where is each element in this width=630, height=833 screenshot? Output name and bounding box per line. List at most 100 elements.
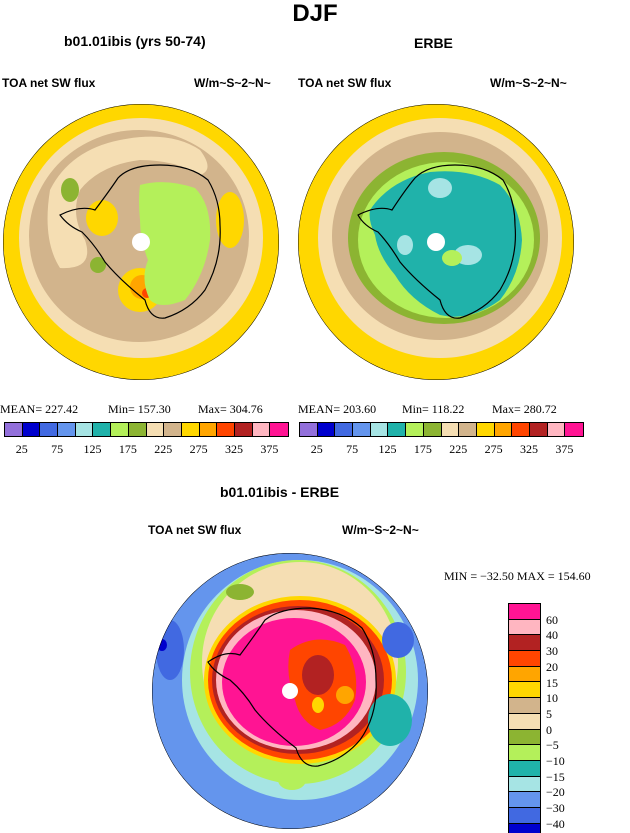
left-coastline — [59, 164, 221, 319]
left-colorbar-swatch — [58, 423, 76, 436]
left-pole-mask — [132, 233, 150, 251]
right-colorbar-swatch — [300, 423, 318, 436]
diff-colorbar-level-label: −40 — [546, 816, 565, 831]
diff-colorbar-level-label: 10 — [546, 691, 558, 706]
left-colorbar-swatch — [164, 423, 182, 436]
right-colorbar-swatch — [459, 423, 477, 436]
left-max-label: Max= 304.76 — [198, 402, 263, 416]
right-colorbar-swatch — [423, 423, 442, 436]
right-colorbar-tick-label: 75 — [346, 442, 359, 456]
left-colorbar-tick-label: 125 — [83, 442, 102, 456]
right-colorbar-swatch — [353, 423, 371, 436]
diff-variable-label: TOA net SW flux — [148, 523, 242, 537]
diff-colorbar-swatch — [509, 792, 540, 808]
right-colorbar-swatch — [565, 423, 583, 436]
right-colorbar-swatch — [406, 423, 424, 436]
right-variable-label: TOA net SW flux — [298, 76, 392, 90]
left-min-label: Min= 157.30 — [108, 402, 171, 416]
left-colorbar-tick-label: 275 — [189, 442, 208, 456]
left-colorbar-swatch — [252, 423, 271, 436]
left-colorbar — [4, 422, 289, 437]
diff-colorbar-level-label: −10 — [546, 754, 565, 768]
left-colorbar-tick-label: 25 — [15, 442, 28, 456]
diff-colorbar-level-label: 0 — [546, 722, 552, 737]
right-colorbar-swatch — [547, 423, 566, 436]
right-units-label: W/m~S~2~N~ — [490, 76, 567, 90]
right-colorbar-swatch — [441, 423, 460, 436]
diff-colorbar-swatch — [509, 807, 540, 824]
diff-colorbar-swatch — [509, 604, 540, 620]
diff-colorbar-level-label: 5 — [546, 706, 552, 721]
diff-colorbar-swatch — [509, 823, 540, 833]
diff-colorbar-swatch — [509, 760, 540, 777]
diff-colorbar-swatch — [509, 666, 540, 683]
diff-colorbar-level-label: −5 — [546, 738, 559, 753]
right-colorbar-swatch — [335, 423, 354, 436]
right-panel-title: ERBE — [414, 35, 453, 51]
right-colorbar-tick-label: 275 — [484, 442, 503, 456]
left-colorbar-tick-label: 225 — [154, 442, 173, 456]
diff-colorbar-level-label: 60 — [546, 612, 558, 627]
right-colorbar-swatch — [317, 423, 336, 436]
diff-colorbar-swatch — [509, 745, 540, 761]
right-colorbar-ticks: 25 75 125 175 225 275 325 375 — [299, 442, 582, 456]
right-coastline — [357, 164, 517, 319]
left-colorbar-swatch — [75, 423, 94, 436]
left-colorbar-swatch — [234, 423, 253, 436]
right-colorbar-tick-label: 25 — [310, 442, 323, 456]
diff-colorbar-swatch — [509, 776, 540, 793]
right-mean-label: MEAN= 203.60 — [298, 402, 377, 416]
right-max-label: Max= 280.72 — [492, 402, 557, 416]
left-colorbar-swatch — [146, 423, 165, 436]
diff-colorbar-swatch — [509, 619, 540, 636]
left-colorbar-tick-label: 175 — [118, 442, 137, 456]
left-colorbar-swatch — [181, 423, 200, 436]
diff-colorbar-level-label: −30 — [546, 801, 565, 816]
right-colorbar-tick-label: 225 — [449, 442, 468, 456]
figure-title: DJF — [292, 0, 338, 27]
left-colorbar-swatch — [217, 423, 235, 436]
left-panel-title: b01.01ibis (yrs 50-74) — [64, 33, 206, 49]
right-colorbar-tick-label: 325 — [519, 442, 538, 456]
right-colorbar-tick-label: 375 — [555, 442, 574, 456]
diff-colorbar-swatch — [509, 682, 540, 699]
right-colorbar-swatch — [370, 423, 389, 436]
diff-pole-mask — [282, 683, 298, 699]
right-colorbar-swatch — [494, 423, 513, 436]
left-colorbar-swatch — [199, 423, 218, 436]
right-pole-mask — [427, 233, 445, 251]
left-colorbar-tick-label: 375 — [260, 442, 279, 456]
diff-colorbar-swatch — [509, 729, 540, 746]
right-colorbar-swatch — [388, 423, 407, 436]
right-min-label: Min= 118.22 — [402, 402, 465, 416]
diff-colorbar-level-label: 15 — [546, 675, 558, 690]
diff-colorbar-swatch — [509, 635, 540, 652]
diff-colorbar — [508, 603, 541, 833]
diff-colorbar-level-label: −15 — [546, 769, 565, 784]
right-colorbar — [299, 422, 584, 437]
diff-panel-title: b01.01ibis - ERBE — [220, 484, 340, 500]
diff-colorbar-level-label: 30 — [546, 644, 558, 659]
diff-colorbar-level-label: 20 — [546, 659, 558, 674]
left-colorbar-swatch — [40, 423, 59, 436]
left-colorbar-swatch — [111, 423, 129, 436]
right-colorbar-tick-label: 125 — [378, 442, 397, 456]
left-colorbar-tick-label: 325 — [224, 442, 243, 456]
left-colorbar-swatch — [5, 423, 23, 436]
diff-colorbar-swatch — [509, 651, 540, 667]
diff-colorbar-level-label: 40 — [546, 628, 558, 643]
left-colorbar-tick-label: 75 — [51, 442, 64, 456]
diff-coastline — [207, 607, 377, 767]
left-colorbar-swatch — [270, 423, 288, 436]
diff-colorbar-swatch — [509, 713, 540, 730]
right-colorbar-tick-label: 175 — [413, 442, 432, 456]
diff-colorbar-swatch — [509, 698, 540, 714]
left-variable-label: TOA net SW flux — [2, 76, 96, 90]
left-colorbar-swatch — [22, 423, 41, 436]
right-colorbar-swatch — [529, 423, 548, 436]
diff-units-label: W/m~S~2~N~ — [342, 523, 419, 537]
diff-minmax-label: MIN = −32.50 MAX = 154.60 — [444, 569, 591, 583]
right-colorbar-swatch — [512, 423, 530, 436]
left-colorbar-ticks: 25 75 125 175 225 275 325 375 — [4, 442, 287, 456]
